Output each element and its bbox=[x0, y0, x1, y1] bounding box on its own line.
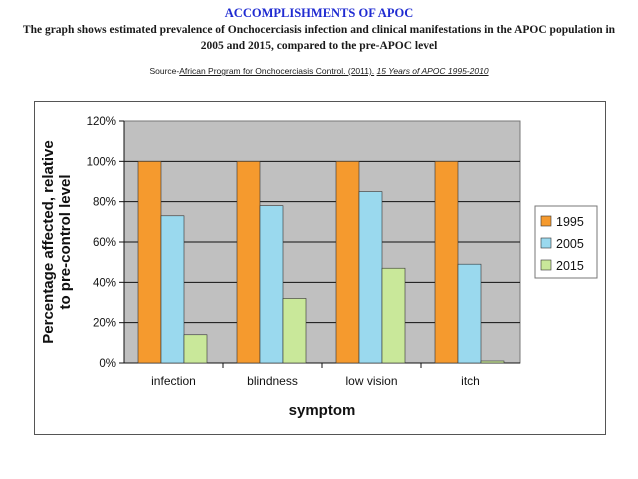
x-tick-label: infection bbox=[151, 374, 196, 388]
bar bbox=[183, 334, 208, 364]
source-citation: Source-African Program for Onchocerciasi… bbox=[0, 66, 638, 76]
bar bbox=[137, 161, 162, 364]
source-book-title: 15 Years of APOC 1995-2010 bbox=[376, 66, 489, 76]
y-axis-title-line1: Percentage affected, relative bbox=[40, 140, 57, 343]
chart-frame: 0% 20% 40% 60% 80% 100% 120% infection blindness… bbox=[34, 101, 606, 435]
y-tick-label: 40% bbox=[93, 277, 116, 289]
y-tick-label: 120% bbox=[87, 116, 116, 128]
x-tick-label: itch bbox=[461, 374, 480, 388]
source-reference: African Program for Onchocerciasis Contr… bbox=[179, 66, 375, 76]
legend-label: 2015 bbox=[556, 259, 584, 273]
legend-swatch bbox=[540, 237, 552, 249]
y-tick-label: 80% bbox=[93, 197, 116, 209]
legend-label: 2005 bbox=[556, 237, 584, 251]
bar bbox=[282, 298, 307, 364]
legend-swatch bbox=[540, 259, 552, 271]
bar bbox=[480, 360, 505, 364]
y-tick-label: 100% bbox=[87, 156, 116, 168]
bar bbox=[160, 215, 185, 364]
bar bbox=[434, 161, 459, 364]
bar bbox=[335, 161, 360, 364]
y-tick-label: 0% bbox=[99, 358, 116, 370]
y-tick-label: 60% bbox=[93, 237, 116, 249]
page-title: ACCOMPLISHMENTS OF APOC bbox=[224, 6, 414, 20]
bar bbox=[381, 267, 406, 364]
bar-chart: 0% 20% 40% 60% 80% 100% 120% infection blindness… bbox=[40, 116, 598, 419]
x-tick-label: blindness bbox=[247, 374, 298, 388]
x-axis-title: symptom bbox=[289, 402, 356, 419]
y-axis-title-line2: to pre-control level bbox=[57, 174, 74, 309]
legend-swatch bbox=[540, 215, 552, 227]
bar bbox=[259, 205, 284, 364]
page-description: The graph shows estimated prevalence of … bbox=[22, 24, 616, 52]
source-prefix: Source- bbox=[149, 66, 180, 76]
bar bbox=[358, 191, 383, 364]
bar bbox=[457, 263, 482, 364]
legend-label: 1995 bbox=[556, 215, 584, 229]
y-tick-label: 20% bbox=[93, 318, 116, 330]
bar bbox=[236, 161, 261, 364]
x-tick-label: low vision bbox=[345, 374, 397, 388]
